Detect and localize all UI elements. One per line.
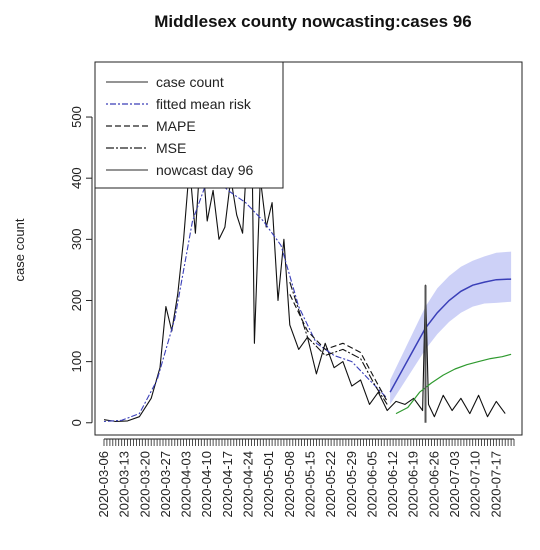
x-tick-label: 2020-05-22 [323, 451, 338, 518]
y-tick-label: 500 [69, 106, 84, 128]
legend-label: MSE [156, 140, 186, 156]
y-axis-label: case count [12, 218, 27, 281]
y-tick-label: 300 [69, 228, 84, 250]
green-forecast-line [395, 353, 512, 415]
x-tick-label: 2020-04-03 [179, 451, 194, 518]
x-tick-label: 2020-03-13 [117, 451, 132, 518]
x-tick-label: 2020-07-03 [447, 451, 462, 518]
x-tick-label: 2020-05-29 [344, 451, 359, 518]
plot-frame [94, 61, 523, 436]
legend-box [94, 61, 284, 189]
x-tick-label: 2020-07-10 [468, 451, 483, 518]
x-tick-label: 2020-06-26 [426, 451, 441, 518]
x-tick-label: 2020-04-17 [220, 451, 235, 518]
nowcast-mean-line [389, 278, 512, 393]
x-tick-label: 2020-04-24 [241, 451, 256, 518]
legend-label: fitted mean risk [156, 96, 252, 112]
y-axis: 0 100 200 300 400 500 [69, 106, 93, 426]
case-count-line [103, 104, 506, 423]
chart-title: Middlesex county nowcasting:cases 96 [154, 12, 471, 31]
x-tick-label: 2020-03-27 [158, 451, 173, 518]
y-tick-label: 100 [69, 351, 84, 373]
x-axis: 2020-03-06 2020-03-13 2020-03-20 2020-03-27… [96, 438, 515, 518]
mse-line [289, 281, 388, 405]
plot-area [94, 61, 523, 436]
x-tick-label: 2020-05-15 [303, 451, 318, 518]
x-tick-label: 2020-06-12 [385, 451, 400, 518]
y-tick-label: 0 [69, 419, 84, 426]
legend-label: MAPE [156, 118, 196, 134]
y-tick-label: 400 [69, 167, 84, 189]
x-tick-label: 2020-06-05 [364, 451, 379, 518]
y-tick-label: 200 [69, 290, 84, 312]
x-tick-label: 2020-03-20 [137, 451, 152, 518]
mape-line [289, 294, 388, 402]
x-tick-label: 2020-05-01 [261, 451, 276, 518]
legend: case count fitted mean risk MAPE MSE nowcast… [94, 61, 284, 189]
legend-label: case count [156, 74, 224, 90]
x-tick-label: 2020-07-17 [488, 451, 503, 518]
nowcast-band [390, 251, 512, 405]
x-tick-label: 2020-03-06 [96, 451, 111, 518]
x-tick-label: 2020-06-19 [406, 451, 421, 518]
x-tick-label: 2020-04-10 [199, 451, 214, 518]
fitted-mean-risk-line [103, 171, 388, 423]
x-tick-label: 2020-05-08 [282, 451, 297, 518]
legend-label: nowcast day 96 [156, 162, 253, 178]
